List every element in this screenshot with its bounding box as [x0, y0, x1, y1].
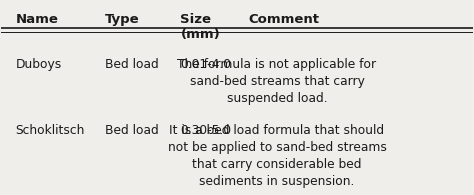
- Text: The formula is not applicable for
sand-bed streams that carry
suspended load.: The formula is not applicable for sand-b…: [177, 58, 377, 105]
- Text: Bed load: Bed load: [105, 124, 159, 137]
- Text: Duboys: Duboys: [16, 58, 62, 71]
- Text: Schoklitsch: Schoklitsch: [16, 124, 85, 137]
- Text: 0.01-4.0: 0.01-4.0: [181, 58, 231, 71]
- Text: Name: Name: [16, 13, 58, 26]
- Text: It is a bed load formula that should
not be applied to sand-bed streams
that car: It is a bed load formula that should not…: [168, 124, 386, 188]
- Text: 0.30-5.0: 0.30-5.0: [181, 124, 232, 137]
- Text: Comment: Comment: [249, 13, 319, 26]
- Text: Type: Type: [105, 13, 140, 26]
- Text: Size
(mm): Size (mm): [181, 13, 220, 41]
- Text: Bed load: Bed load: [105, 58, 159, 71]
